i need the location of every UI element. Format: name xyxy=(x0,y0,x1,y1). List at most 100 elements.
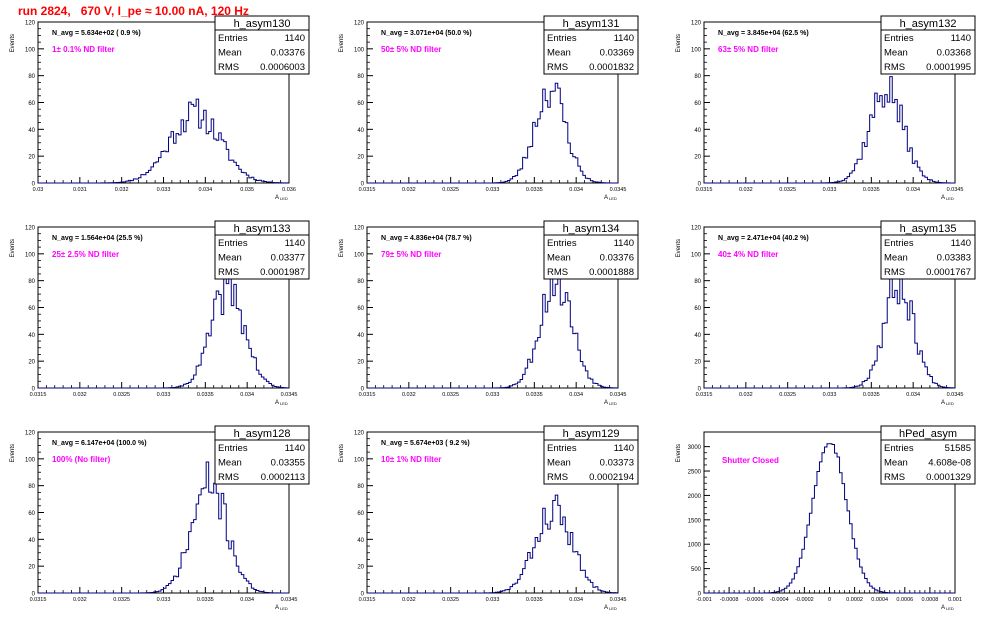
stats-box: h_asym134 Entries 1140 Mean 0.03376 RMS 0.0001… xyxy=(543,220,639,280)
y-tick-label: 80 xyxy=(694,74,701,80)
y-tick-label: 20 xyxy=(357,155,364,161)
y-tick-label: 100 xyxy=(691,47,702,53)
x-tick-label: 0.033 xyxy=(486,187,500,193)
x-tick-label: -0.001 xyxy=(696,597,712,603)
y-tick-label: 100 xyxy=(25,457,36,463)
y-tick-label: 60 xyxy=(28,306,35,312)
navg-label: N_avg = 3.845e+04 (62.5 %) xyxy=(718,30,809,37)
x-tick-label: 0.0335 xyxy=(526,187,543,193)
stat-label: Mean xyxy=(547,48,571,59)
y-tick-label: 40 xyxy=(357,333,364,339)
x-tick-label: 0.0345 xyxy=(610,187,627,193)
navg-label: N_avg = 4.836e+04 (78.7 %) xyxy=(381,235,472,242)
stat-value: 1140 xyxy=(614,238,634,249)
x-axis-label: ALED xyxy=(941,195,954,201)
x-tick-label: 0.0345 xyxy=(947,392,964,398)
y-tick-label: 80 xyxy=(694,279,701,285)
filter-annotation: 63± 5% ND filter xyxy=(718,45,778,54)
y-axis-label: Events xyxy=(339,444,345,462)
y-tick-label: 120 xyxy=(691,21,702,27)
navg-label: N_avg = 3.071e+04 (50.0 %) xyxy=(381,30,472,37)
x-tick-label: 0 xyxy=(828,597,831,603)
stat-label: Entries xyxy=(218,443,248,454)
x-tick-label: 0.034 xyxy=(569,392,583,398)
stat-value: 0.0001987 xyxy=(260,267,305,278)
stat-label: RMS xyxy=(547,267,568,278)
y-tick-label: 0 xyxy=(32,387,36,393)
y-tick-label: 40 xyxy=(357,538,364,544)
x-tick-label: 0.034 xyxy=(240,392,254,398)
stat-label: Entries xyxy=(547,238,577,249)
x-tick-label: 0.032 xyxy=(739,392,753,398)
y-tick-label: 60 xyxy=(28,101,35,107)
x-tick-label: 0.034 xyxy=(906,392,920,398)
stat-value: 0.03377 xyxy=(271,253,305,264)
x-tick-label: 0.0315 xyxy=(30,597,47,603)
y-tick-label: 0 xyxy=(361,592,365,598)
x-tick-label: 0.0345 xyxy=(610,597,627,603)
stat-value: 0.0006003 xyxy=(260,62,305,73)
histogram-h_asym135 xyxy=(704,268,955,389)
stat-label: RMS xyxy=(884,267,905,278)
stat-value: 1140 xyxy=(951,238,971,249)
y-tick-label: 120 xyxy=(354,21,365,27)
filter-annotation: 40± 4% ND filter xyxy=(718,250,778,259)
stat-value: 0.0001995 xyxy=(926,62,971,73)
filter-annotation: 79± 5% ND filter xyxy=(381,250,441,259)
x-tick-label: -0.0002 xyxy=(795,597,814,603)
stats-box: h_asym131 Entries 1140 Mean 0.03369 RMS 0.0001… xyxy=(543,15,639,75)
x-tick-label: 0.0315 xyxy=(696,392,713,398)
stat-label: Entries xyxy=(884,443,914,454)
x-tick-label: 0.034 xyxy=(906,187,920,193)
y-tick-label: 1500 xyxy=(688,518,702,524)
stat-value: 1140 xyxy=(285,33,305,44)
y-tick-label: 40 xyxy=(28,538,35,544)
x-tick-label: -0.0006 xyxy=(745,597,764,603)
y-tick-label: 120 xyxy=(354,431,365,437)
x-axis-label: ALED xyxy=(941,400,954,406)
stat-label: Entries xyxy=(884,33,914,44)
y-axis-label: Events xyxy=(10,34,16,52)
y-tick-label: 40 xyxy=(357,128,364,134)
stats-box: h_asym135 Entries 1140 Mean 0.03383 RMS 0.0001… xyxy=(880,220,976,280)
y-tick-label: 120 xyxy=(25,226,36,232)
x-tick-label: -0.0004 xyxy=(770,597,789,603)
y-tick-label: 60 xyxy=(694,306,701,312)
stat-label: Mean xyxy=(547,458,571,469)
navg-label: N_avg = 5.634e+02 ( 0.9 %) xyxy=(52,30,141,37)
x-tick-label: 0.033 xyxy=(486,597,500,603)
histogram-panel-h_asym129: 0 20 40 60 80 100 120 0.0315 0.032 0.0325 0.033 0.0… xyxy=(339,425,639,611)
x-tick-label: 0.03 xyxy=(33,187,44,193)
y-tick-label: 20 xyxy=(694,360,701,366)
x-tick-label: 0.0335 xyxy=(526,392,543,398)
navg-label: N_avg = 1.564e+04 (25.5 %) xyxy=(52,235,143,242)
navg-label: N_avg = 5.674e+03 ( 9.2 %) xyxy=(381,440,470,447)
x-tick-label: 0.0008 xyxy=(921,597,938,603)
x-tick-label: 0.034 xyxy=(569,187,583,193)
x-tick-label: 0.0315 xyxy=(30,392,47,398)
stat-label: RMS xyxy=(884,62,905,73)
x-axis-label: ALED xyxy=(604,195,617,201)
filter-annotation: Shutter Closed xyxy=(722,456,779,465)
histogram-name: h_asym132 xyxy=(900,18,957,30)
y-tick-label: 20 xyxy=(357,565,364,571)
y-tick-label: 0 xyxy=(32,592,36,598)
histogram-h_asym129 xyxy=(367,494,618,594)
y-tick-label: 120 xyxy=(25,21,36,27)
stat-label: Entries xyxy=(218,238,248,249)
stat-label: Mean xyxy=(218,48,242,59)
stat-label: RMS xyxy=(218,267,239,278)
x-tick-label: 0.001 xyxy=(948,597,962,603)
x-tick-label: 0.034 xyxy=(240,597,254,603)
filter-annotation: 1± 0.1% ND filter xyxy=(52,45,115,54)
stats-box: h_asym128 Entries 1140 Mean 0.03355 RMS 0.0002… xyxy=(214,425,310,485)
y-tick-label: 20 xyxy=(28,360,35,366)
y-tick-label: 80 xyxy=(28,279,35,285)
stat-value: 0.0001329 xyxy=(926,472,971,483)
y-tick-label: 60 xyxy=(28,511,35,517)
y-tick-label: 0 xyxy=(361,387,365,393)
y-tick-label: 100 xyxy=(354,457,365,463)
stat-label: RMS xyxy=(884,472,905,483)
filter-annotation: 10± 1% ND filter xyxy=(381,455,441,464)
histogram-panel-h_asym132: 0 20 40 60 80 100 120 0.0315 0.032 0.0325 0.033 0.0… xyxy=(676,15,976,201)
